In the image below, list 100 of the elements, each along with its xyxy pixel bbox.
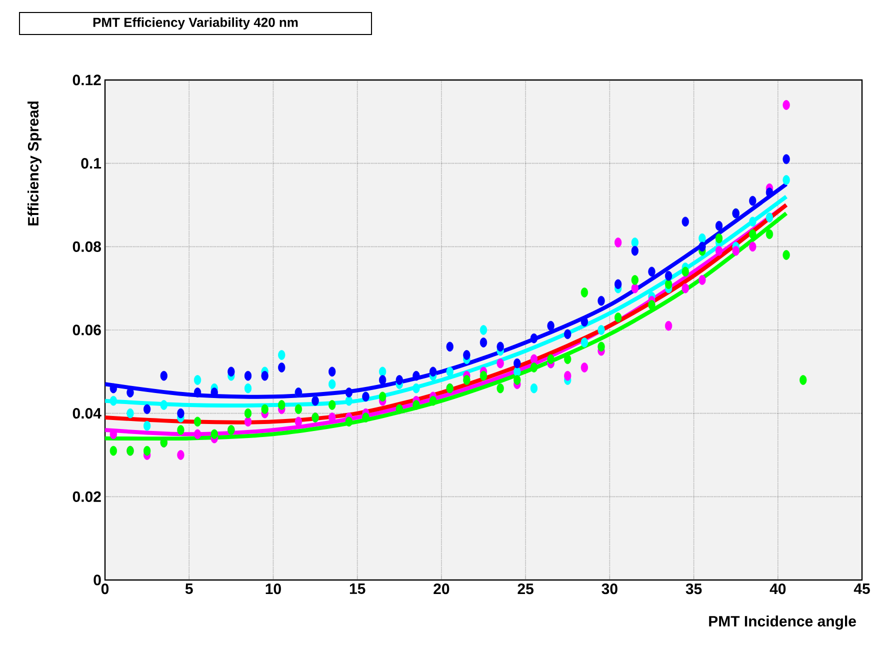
point bbox=[766, 188, 774, 198]
point bbox=[749, 242, 756, 252]
point bbox=[177, 408, 184, 418]
point bbox=[177, 425, 184, 435]
point bbox=[429, 366, 437, 377]
point bbox=[194, 375, 202, 385]
point bbox=[782, 100, 790, 110]
x-tick-label: 15 bbox=[350, 584, 366, 594]
point bbox=[143, 420, 151, 431]
point bbox=[614, 279, 622, 290]
point bbox=[782, 250, 790, 260]
point bbox=[530, 333, 538, 344]
point bbox=[664, 270, 672, 281]
point bbox=[698, 233, 706, 244]
x-tick-label: 40 bbox=[770, 584, 786, 594]
point bbox=[278, 400, 286, 410]
point bbox=[261, 404, 268, 414]
point bbox=[362, 412, 370, 422]
point bbox=[598, 296, 605, 306]
point bbox=[143, 404, 151, 414]
y-axis-title: Efficiency Spread bbox=[28, 102, 42, 226]
point bbox=[294, 416, 302, 427]
point bbox=[648, 300, 656, 310]
point bbox=[631, 238, 638, 248]
point bbox=[664, 279, 672, 290]
point bbox=[614, 312, 622, 322]
point bbox=[328, 366, 336, 377]
x-tick-label: 45 bbox=[854, 584, 870, 594]
point bbox=[463, 350, 470, 360]
point bbox=[614, 238, 622, 248]
x-axis-title: PMT Incidence angle bbox=[709, 616, 856, 630]
y-tick-label: 0.06 bbox=[72, 324, 101, 336]
point bbox=[328, 379, 336, 390]
point bbox=[126, 408, 134, 418]
point bbox=[530, 383, 538, 394]
point bbox=[496, 383, 504, 394]
point bbox=[564, 370, 572, 381]
x-tick-label: 0 bbox=[101, 584, 109, 594]
point bbox=[514, 358, 521, 368]
point bbox=[126, 388, 134, 398]
point bbox=[345, 416, 353, 427]
point bbox=[682, 283, 689, 294]
point bbox=[547, 354, 554, 364]
point bbox=[379, 392, 386, 402]
x-tick-label: 25 bbox=[518, 584, 534, 594]
point bbox=[766, 229, 774, 240]
y-tick-label: 0 bbox=[94, 574, 101, 586]
point bbox=[631, 283, 638, 294]
point bbox=[446, 342, 454, 352]
point bbox=[194, 416, 202, 427]
point bbox=[530, 354, 538, 364]
point bbox=[160, 400, 168, 410]
point bbox=[547, 320, 554, 331]
point bbox=[480, 338, 488, 348]
point bbox=[160, 370, 168, 381]
point bbox=[177, 450, 184, 460]
point bbox=[564, 354, 572, 364]
point bbox=[631, 275, 638, 285]
chart-title: PMT Efficiency Variability 420 nm bbox=[93, 17, 298, 30]
point bbox=[496, 358, 504, 368]
point bbox=[564, 329, 572, 340]
point bbox=[328, 400, 336, 410]
point bbox=[278, 350, 286, 360]
point bbox=[261, 370, 268, 381]
point bbox=[580, 288, 588, 298]
point bbox=[749, 196, 756, 206]
point bbox=[244, 416, 252, 427]
point bbox=[631, 246, 638, 256]
y-tick-label: 0.08 bbox=[72, 241, 101, 252]
point bbox=[749, 216, 756, 227]
point bbox=[782, 175, 790, 185]
point bbox=[345, 396, 353, 406]
point bbox=[514, 375, 521, 385]
point bbox=[244, 370, 252, 381]
point bbox=[429, 396, 437, 406]
point bbox=[598, 325, 605, 335]
point bbox=[396, 375, 403, 385]
x-tick-label: 10 bbox=[266, 584, 281, 594]
x-tick-label: 20 bbox=[434, 584, 450, 594]
x-tick-label: 35 bbox=[686, 584, 702, 594]
point bbox=[698, 242, 706, 252]
point bbox=[110, 446, 117, 456]
point bbox=[379, 375, 386, 385]
point bbox=[766, 212, 774, 222]
y-tick-label: 0.02 bbox=[72, 491, 101, 502]
point bbox=[446, 366, 454, 377]
point bbox=[210, 429, 218, 440]
point bbox=[480, 370, 488, 381]
point bbox=[379, 366, 386, 377]
point bbox=[412, 400, 420, 410]
point bbox=[110, 383, 117, 394]
point bbox=[194, 429, 202, 440]
point bbox=[110, 396, 117, 406]
point bbox=[244, 383, 252, 394]
point bbox=[194, 388, 202, 398]
point bbox=[682, 216, 689, 227]
point bbox=[580, 362, 588, 372]
point bbox=[732, 246, 740, 256]
point bbox=[463, 375, 470, 385]
point bbox=[530, 362, 538, 372]
